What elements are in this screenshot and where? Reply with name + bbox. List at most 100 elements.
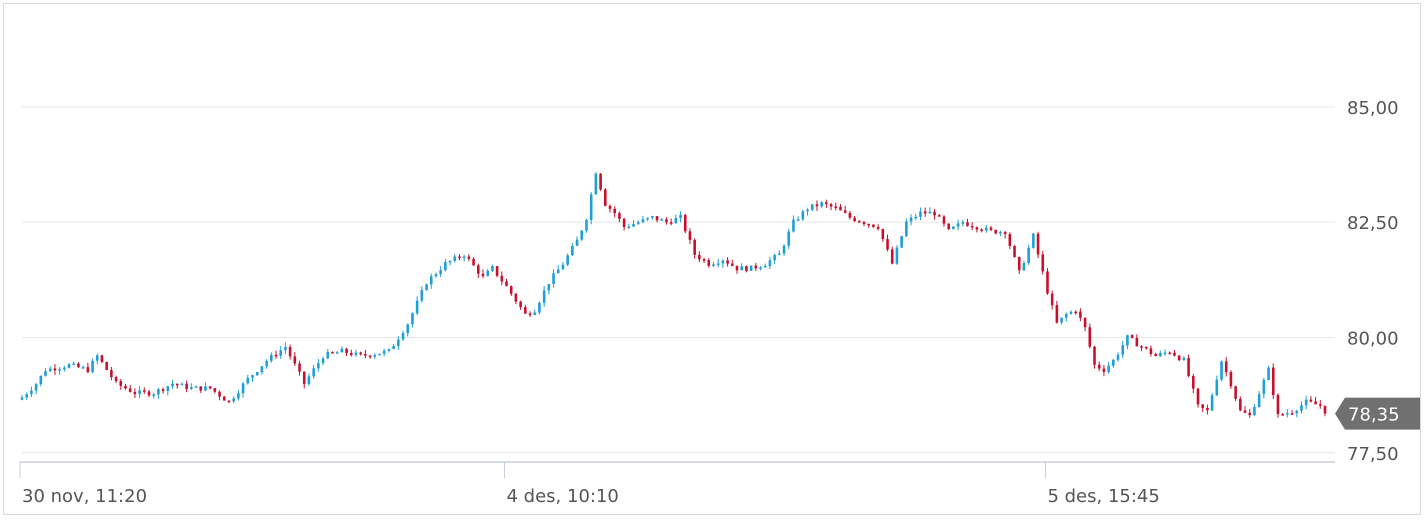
y-tick-label: 82,50 <box>1347 213 1399 234</box>
candle-body <box>401 333 405 340</box>
candle-body <box>429 276 433 285</box>
candle-body <box>1149 348 1153 355</box>
candle-body <box>30 390 33 395</box>
candle-body <box>110 370 113 378</box>
candle-body <box>1314 401 1317 405</box>
candle-body <box>270 354 273 361</box>
x-tick-label: 4 des, 10:10 <box>507 486 619 507</box>
candle-body <box>190 387 193 389</box>
candle-body <box>138 390 141 395</box>
candle-body <box>439 270 442 275</box>
candle-body <box>646 217 649 220</box>
candle-body <box>599 173 602 190</box>
candle-body <box>585 220 588 231</box>
candle-body <box>985 227 988 231</box>
candle-body <box>63 367 66 370</box>
candle-body <box>1309 399 1313 402</box>
candle-body <box>881 229 885 240</box>
candle-body <box>561 264 565 270</box>
candle-body <box>524 307 527 314</box>
candle-body <box>105 361 108 371</box>
candle-body <box>1191 376 1195 389</box>
candle-body <box>905 221 908 237</box>
candle-body <box>359 352 362 355</box>
candle-body <box>622 218 626 227</box>
candle-body <box>1182 357 1186 361</box>
candle-body <box>1093 346 1096 365</box>
candle-body <box>763 265 767 268</box>
candle-body <box>279 350 283 356</box>
candle-body <box>505 281 508 287</box>
candle-body <box>980 229 983 232</box>
candle-body <box>759 267 762 269</box>
candle-body <box>143 390 146 392</box>
x-tick-label: 30 nov, 11:20 <box>22 486 147 507</box>
candle-body <box>124 385 127 389</box>
candle-body <box>218 391 221 397</box>
candle-body <box>302 371 306 384</box>
candle-body <box>735 265 739 271</box>
candle-body <box>180 383 184 386</box>
candle-body <box>580 230 584 240</box>
candle-body <box>947 223 950 230</box>
candle-body <box>1055 305 1059 323</box>
candle-body <box>613 208 616 214</box>
candle-body <box>519 301 522 308</box>
candle-body <box>1083 317 1087 328</box>
candle-body <box>397 339 400 346</box>
candle-body <box>895 247 899 264</box>
candle-body <box>542 290 546 303</box>
candle-body <box>1163 352 1167 355</box>
candle-body <box>1140 346 1143 348</box>
candle-body <box>486 270 489 277</box>
candle-body <box>707 260 711 266</box>
candle-body <box>1144 346 1148 349</box>
candle-body <box>820 202 823 207</box>
candle-body <box>1271 367 1275 396</box>
candle-body <box>307 376 311 384</box>
candle-body <box>1027 247 1030 263</box>
candle-body <box>886 239 889 250</box>
candle-body <box>933 211 936 216</box>
candle-body <box>1154 354 1157 356</box>
candle-body <box>1003 231 1007 235</box>
candle-body <box>603 189 607 206</box>
candle-body <box>1323 405 1327 414</box>
candle-body <box>1267 367 1270 380</box>
candle-body <box>133 391 137 395</box>
candle-body <box>749 265 753 271</box>
candle-body <box>674 217 678 224</box>
candle-body <box>1177 355 1181 361</box>
candle-body <box>1159 352 1162 356</box>
candle-body <box>1276 395 1280 415</box>
candle-body <box>961 222 965 224</box>
candle-body <box>44 371 47 376</box>
candle-body <box>171 383 174 387</box>
candle-body <box>608 205 612 209</box>
y-tick-label: 80,00 <box>1347 328 1399 349</box>
candle-body <box>1253 406 1256 416</box>
candle-body <box>641 219 645 223</box>
candle-body <box>1295 410 1299 414</box>
candle-body <box>237 393 240 399</box>
candle-body <box>415 300 419 314</box>
y-tick-label: 85,00 <box>1347 98 1399 119</box>
candle-body <box>1088 327 1092 347</box>
candle-body <box>1243 410 1247 413</box>
candle-body <box>1079 311 1082 318</box>
candle-body <box>1239 398 1242 411</box>
candle-body <box>778 253 781 256</box>
candle-body <box>636 222 640 224</box>
candle-body <box>458 256 461 259</box>
candle-body <box>1168 352 1172 355</box>
candle-body <box>1126 335 1129 346</box>
candle-body <box>942 216 946 224</box>
candle-body <box>975 227 979 230</box>
candle-body <box>114 377 118 382</box>
candle-body <box>472 258 475 266</box>
candle-body <box>1300 405 1303 411</box>
candle-body <box>72 363 76 366</box>
candle-body <box>566 255 569 265</box>
candle-body <box>1135 337 1139 347</box>
